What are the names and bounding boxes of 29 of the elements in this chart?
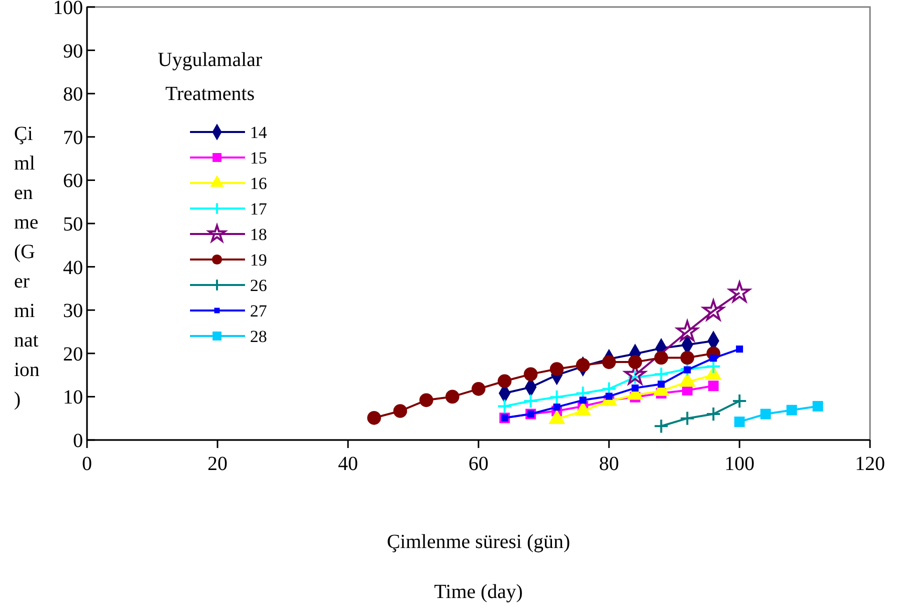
y-tick-label: 30 (63, 300, 83, 322)
y-tick-label: 80 (63, 84, 83, 106)
legend-label: 27 (250, 301, 268, 320)
legend-label: 19 (250, 250, 267, 270)
legend-label: 26 (250, 276, 267, 295)
y-tick-label: 10 (63, 386, 83, 409)
x-tick-label: 60 (468, 453, 488, 475)
legend-label: 16 (250, 174, 267, 193)
x-tick-label: 100 (724, 453, 754, 475)
y-tick-label: 20 (63, 343, 83, 366)
x-tick-label: 120 (855, 453, 885, 475)
x-tick-label: 80 (599, 453, 619, 475)
text: Çimlenme (Germination) (14, 123, 40, 410)
y-tick-label: 40 (63, 256, 83, 279)
legend-label: 14 (250, 122, 268, 142)
y-tick-label: 90 (63, 40, 83, 62)
y-tick-label: 70 (63, 126, 83, 149)
legend-title: Uygulamalar Treatments (158, 49, 263, 105)
y-tick-label: 50 (63, 214, 83, 236)
x-tick-label: 20 (208, 453, 228, 475)
legend-label: 17 (250, 199, 268, 218)
y-tick-label: 0 (73, 430, 83, 452)
legend-label: 15 (250, 148, 267, 168)
y-tick-label: 60 (63, 170, 83, 192)
legend-label: 28 (250, 326, 267, 346)
legend-label: 18 (250, 224, 267, 244)
text: Çimlenme süresi (gün) Time (day) (386, 531, 570, 603)
x-tick-label: 40 (338, 453, 358, 475)
y-tick-label: 100 (53, 0, 83, 19)
